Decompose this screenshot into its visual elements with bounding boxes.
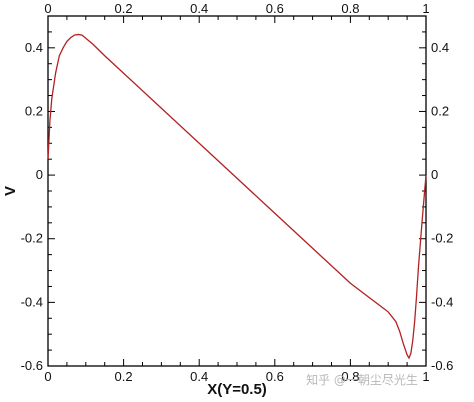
- watermark-text: 知乎 @一朝尘尽光生: [306, 373, 418, 387]
- x-tick-label-bottom: 0: [44, 369, 51, 384]
- y-tick-label-left: -0.4: [21, 294, 43, 309]
- x-tick-label-bottom: 1: [422, 369, 429, 384]
- series-line-v: [47, 33, 427, 360]
- x-tick-label-bottom: 0.8: [341, 369, 359, 384]
- y-tick-label-left: 0.4: [25, 40, 43, 55]
- x-tick-label-top: 0.4: [190, 1, 208, 16]
- y-tick-label-left: 0: [36, 167, 43, 182]
- x-tick-label-top: 0.2: [115, 1, 133, 16]
- y-tick-label-left: 0.2: [25, 103, 43, 118]
- tick-marks: [47, 15, 427, 367]
- x-tick-label-bottom: 0.6: [266, 369, 284, 384]
- y-tick-label-right: -0.2: [431, 231, 453, 246]
- x-tick-label-top: 0.6: [266, 1, 284, 16]
- x-axis-title: X(Y=0.5): [207, 381, 267, 398]
- y-tick-label-right: -0.4: [431, 294, 453, 309]
- x-tick-label-bottom: 0.2: [115, 369, 133, 384]
- y-tick-label-right: 0: [431, 167, 438, 182]
- x-tick-label-top: 0.8: [341, 1, 359, 16]
- x-tick-label-bottom: 0.4: [190, 369, 208, 384]
- tick-labels: 000.20.20.40.40.60.60.80.811-0.6 -0.6-0.4…: [21, 1, 454, 384]
- y-tick-label-right: 0.4: [431, 40, 449, 55]
- x-tick-label-top: 1: [422, 1, 429, 16]
- y-tick-label-right: 0.2: [431, 103, 449, 118]
- y-tick-label-left: -0.2: [21, 231, 43, 246]
- x-tick-label-top: 0: [44, 1, 51, 16]
- y-tick-label-right: -0.6: [431, 358, 453, 373]
- plot-frame: [47, 15, 427, 367]
- y-axis-title: V: [2, 186, 19, 196]
- y-tick-label-left: -0.6: [21, 358, 43, 373]
